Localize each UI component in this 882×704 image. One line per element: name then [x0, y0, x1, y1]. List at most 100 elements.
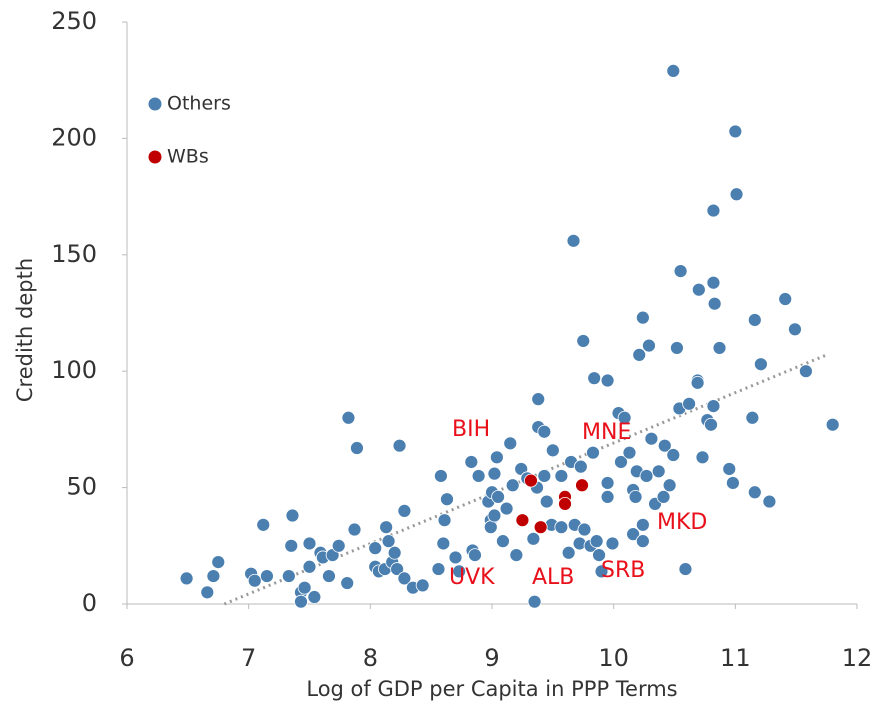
point — [662, 478, 677, 493]
point — [431, 562, 446, 576]
point — [651, 464, 666, 479]
point — [285, 508, 300, 523]
point — [682, 396, 696, 411]
point — [256, 517, 271, 532]
point — [657, 438, 672, 453]
point — [341, 410, 356, 425]
point — [437, 513, 452, 528]
point — [491, 490, 505, 504]
point — [589, 534, 604, 549]
point — [825, 417, 840, 432]
point — [340, 576, 355, 590]
point — [539, 494, 554, 509]
annotation: MNE — [582, 420, 631, 445]
point — [726, 476, 740, 490]
point — [666, 448, 681, 462]
point — [707, 296, 722, 311]
point — [747, 485, 762, 500]
point — [483, 520, 498, 535]
point — [487, 466, 502, 481]
point — [307, 590, 322, 604]
point — [635, 534, 650, 549]
point — [704, 417, 718, 432]
x-tick-label: 10 — [598, 644, 629, 672]
point — [397, 571, 412, 586]
point — [635, 517, 650, 532]
point — [577, 522, 592, 537]
point — [297, 580, 312, 595]
point — [397, 503, 412, 518]
point — [644, 431, 659, 446]
point — [695, 450, 710, 465]
point — [211, 555, 226, 569]
point — [390, 562, 405, 576]
point — [628, 490, 643, 504]
point — [260, 569, 274, 583]
point — [554, 520, 569, 535]
point — [639, 469, 654, 483]
point — [600, 373, 615, 388]
point — [799, 364, 813, 379]
point — [368, 541, 383, 556]
point — [526, 531, 541, 546]
point — [566, 233, 581, 248]
point — [302, 559, 317, 574]
point — [594, 564, 609, 579]
point — [558, 496, 572, 511]
annotation: MKD — [657, 510, 707, 535]
point — [509, 548, 524, 563]
y-tick-label: 250 — [51, 7, 97, 35]
point — [626, 527, 641, 542]
legend-marker — [148, 97, 162, 111]
y-tick-label: 100 — [51, 356, 97, 384]
point — [592, 548, 606, 563]
point — [200, 585, 215, 600]
point — [415, 578, 430, 593]
point — [762, 494, 777, 509]
y-tick-label: 200 — [51, 123, 97, 151]
y-tick-label: 50 — [66, 473, 97, 501]
point — [600, 490, 615, 504]
point — [554, 469, 569, 483]
legend-label: WBs — [167, 146, 209, 168]
point — [586, 445, 600, 460]
point — [632, 348, 647, 362]
point — [436, 536, 451, 551]
point — [635, 310, 650, 325]
point — [294, 594, 308, 609]
point — [331, 538, 346, 553]
point — [576, 334, 591, 348]
point — [499, 501, 514, 516]
point — [387, 545, 402, 560]
point — [673, 264, 688, 278]
annotation: UVK — [449, 565, 495, 590]
y-axis-title: Credith depth — [13, 258, 37, 402]
point — [533, 520, 548, 535]
point — [302, 536, 317, 551]
x-tick-label: 9 — [484, 644, 499, 672]
annotation: BIH — [452, 417, 490, 442]
point — [381, 534, 396, 549]
point — [503, 436, 518, 451]
point — [678, 562, 693, 576]
point — [712, 341, 727, 355]
point — [605, 536, 620, 551]
point — [347, 522, 362, 537]
y-tick-label: 0 — [82, 589, 97, 617]
point — [206, 569, 221, 583]
point — [379, 520, 394, 535]
point — [527, 594, 542, 609]
point — [788, 322, 802, 337]
point — [515, 513, 530, 528]
point — [433, 469, 448, 483]
point — [471, 469, 486, 483]
point — [666, 63, 681, 78]
x-tick-label: 7 — [241, 644, 256, 672]
point — [452, 564, 467, 579]
point — [706, 203, 721, 218]
point — [392, 438, 407, 453]
point — [468, 548, 482, 563]
point — [622, 445, 637, 460]
point — [670, 341, 684, 355]
